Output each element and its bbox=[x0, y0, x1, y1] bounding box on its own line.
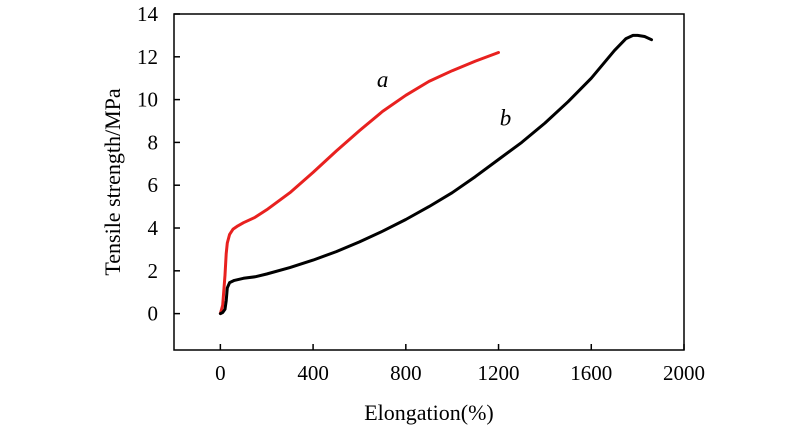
y-tick-label: 0 bbox=[148, 302, 159, 326]
y-tick-label: 2 bbox=[148, 259, 159, 283]
series-label-a: a bbox=[377, 67, 389, 92]
x-tick-label: 1600 bbox=[570, 361, 612, 385]
series-line-b bbox=[218, 33, 653, 316]
y-tick-label: 14 bbox=[137, 2, 159, 26]
x-tick-label: 1200 bbox=[478, 361, 520, 385]
y-tick-label: 6 bbox=[148, 173, 159, 197]
x-tick-label: 2000 bbox=[663, 361, 705, 385]
x-axis-title: Elongation(%) bbox=[364, 400, 494, 425]
plot-frame bbox=[173, 13, 685, 351]
tick-labels: 0 400 800 1200 1600 2000 0 2 4 6 8 10 12 14 bbox=[137, 2, 705, 385]
series-lines bbox=[218, 33, 653, 316]
y-tick-label: 4 bbox=[148, 216, 159, 240]
y-axis-title: Tensile strength/MPa bbox=[100, 88, 125, 276]
y-tick-label: 12 bbox=[137, 45, 158, 69]
series-annotations: ab bbox=[377, 67, 511, 131]
x-tick-label: 400 bbox=[297, 361, 329, 385]
y-tick-label: 10 bbox=[137, 88, 158, 112]
series-line-a bbox=[218, 51, 500, 316]
y-tick-label: 8 bbox=[148, 130, 159, 154]
x-tick-label: 0 bbox=[215, 361, 226, 385]
tick-marks bbox=[174, 13, 685, 350]
x-tick-label: 800 bbox=[390, 361, 422, 385]
series-label-b: b bbox=[500, 105, 512, 130]
